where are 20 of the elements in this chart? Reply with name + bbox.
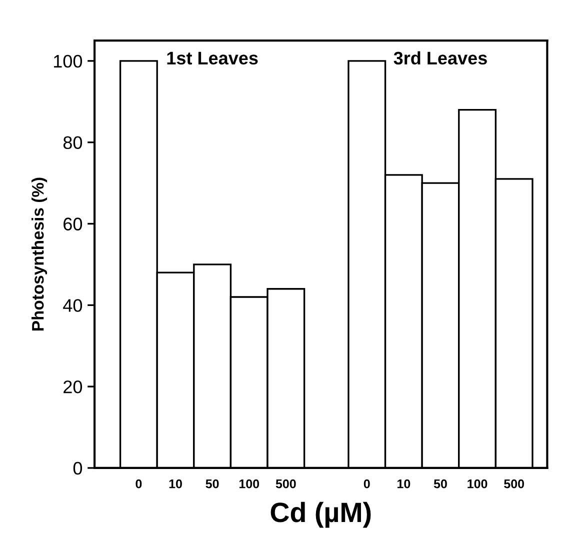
annotation: 3rd Leaves <box>394 51 487 65</box>
x-tick-label: 100 <box>239 479 260 488</box>
y-tick-label: 20 <box>64 380 82 394</box>
y-tick-label: 0 <box>73 462 82 475</box>
y-tick-label: 80 <box>63 136 82 150</box>
x-tick-label: 100 <box>468 479 488 488</box>
x-tick-label: 500 <box>504 479 524 488</box>
y-tick-label: 60 <box>64 218 82 230</box>
x-tick-label: 0 <box>136 479 142 488</box>
x-axis-title: Cd (µM) <box>270 502 371 528</box>
x-tick-label: 500 <box>276 479 296 488</box>
y-axis-title: Photosynthesis (%) <box>32 178 48 330</box>
x-tick-label: 10 <box>398 479 410 488</box>
x-tick-label: 50 <box>434 479 447 488</box>
x-tick-label: 0 <box>364 479 370 488</box>
y-tick-label: 40 <box>63 299 82 312</box>
x-tick-label: 50 <box>206 479 219 488</box>
y-tick-label: 100 <box>54 54 82 68</box>
x-tick-label: 10 <box>169 479 182 488</box>
annotation: 1st Leaves <box>167 52 258 65</box>
